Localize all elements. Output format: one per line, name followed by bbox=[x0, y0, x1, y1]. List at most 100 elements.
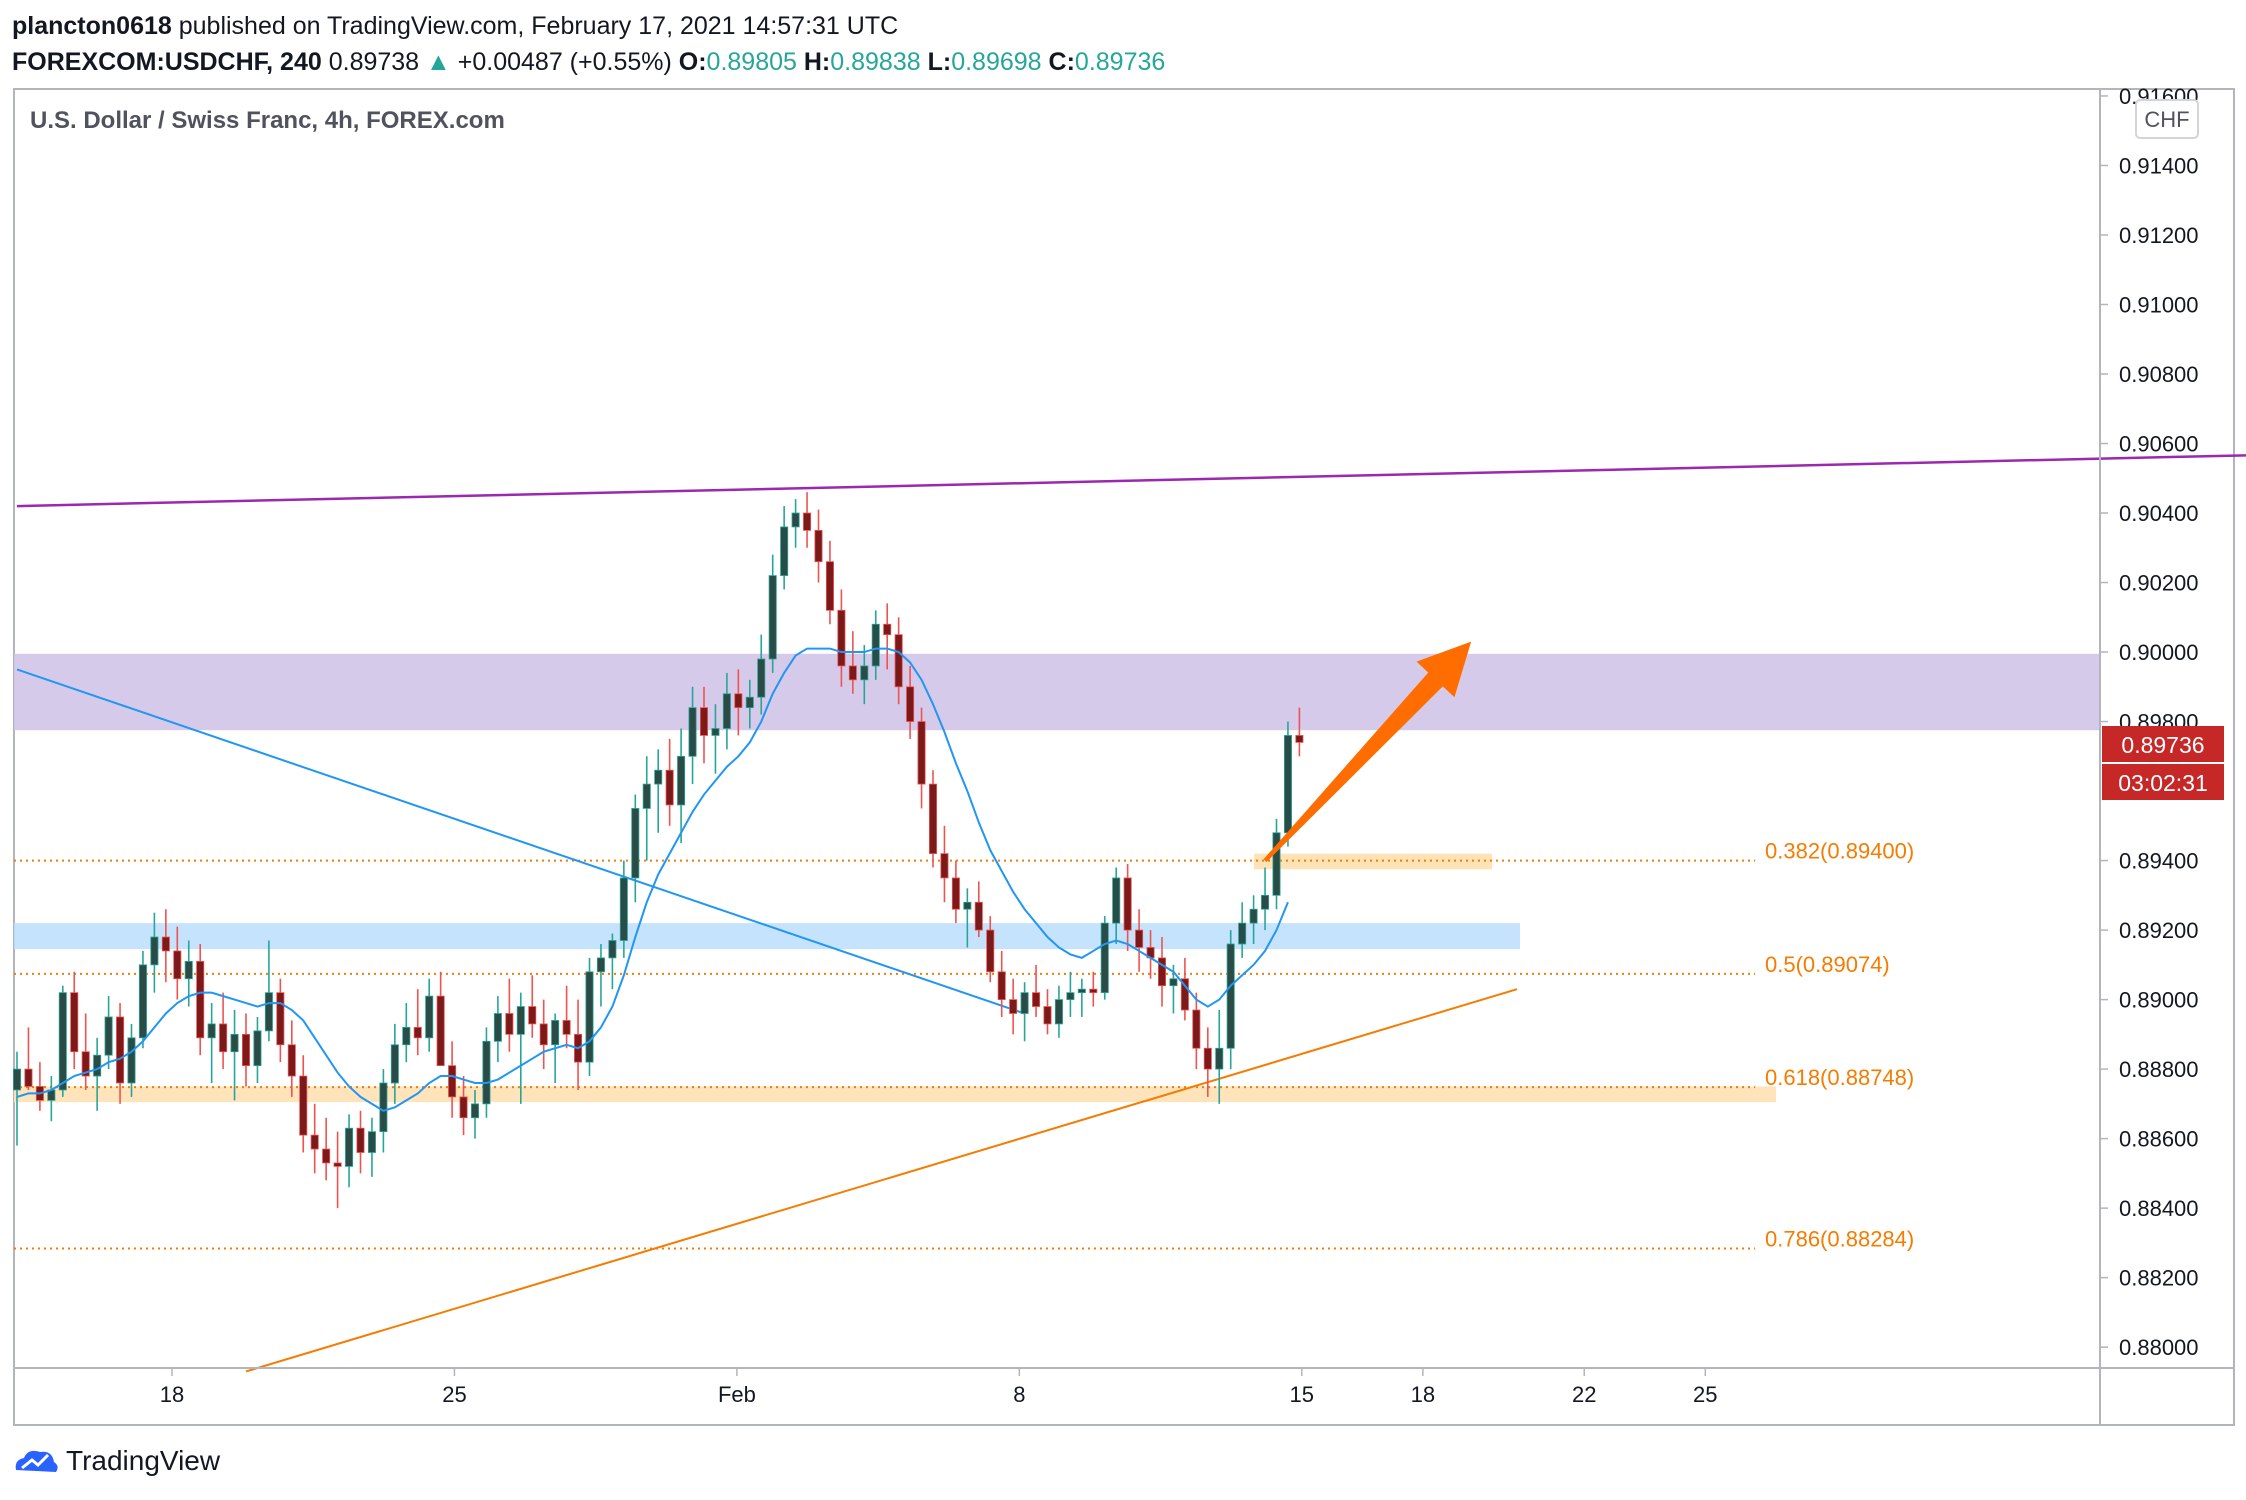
y-tick-label: 0.90400 bbox=[2119, 501, 2199, 526]
candle bbox=[1180, 957, 1189, 1021]
candle bbox=[608, 933, 617, 990]
chart-title: U.S. Dollar / Swiss Franc, 4h, FOREX.com bbox=[30, 107, 505, 134]
candle-body bbox=[562, 1020, 571, 1035]
candle-body bbox=[1089, 988, 1098, 994]
orange-trendline bbox=[245, 988, 1518, 1373]
tradingview-logo-icon bbox=[15, 1450, 58, 1472]
candle bbox=[780, 506, 789, 590]
moving-average-layer bbox=[16, 647, 1289, 1112]
candle-body bbox=[367, 1131, 376, 1153]
candle bbox=[596, 943, 605, 1007]
candle-body bbox=[803, 512, 812, 531]
candle-body bbox=[974, 901, 983, 931]
purple-trendline bbox=[16, 454, 2246, 508]
candle-body bbox=[1100, 922, 1109, 994]
candle bbox=[631, 794, 640, 903]
candle bbox=[528, 975, 537, 1038]
y-tick-label: 0.91200 bbox=[2119, 223, 2199, 248]
candle bbox=[745, 679, 754, 729]
candle-body bbox=[551, 1020, 560, 1046]
x-tick-label: Feb bbox=[718, 1382, 756, 1407]
candle bbox=[1238, 902, 1247, 958]
candle bbox=[860, 645, 869, 705]
candle-body bbox=[745, 696, 754, 709]
candle bbox=[333, 1131, 342, 1209]
symbol-line: FOREXCOM:USDCHF, 240 0.89738 ▲ +0.00487 … bbox=[12, 44, 1165, 80]
y-tick-label: 0.89000 bbox=[2119, 988, 2199, 1013]
candle bbox=[837, 589, 846, 687]
candle-body bbox=[791, 512, 800, 528]
candle bbox=[803, 492, 812, 548]
candles-layer bbox=[12, 492, 1304, 1209]
candle-body bbox=[207, 1023, 216, 1039]
y-tick-label: 0.89400 bbox=[2119, 849, 2199, 874]
brand-name: TradingView bbox=[66, 1445, 221, 1476]
candle-body bbox=[825, 561, 834, 611]
current-price-label: 0.89736 bbox=[2121, 732, 2204, 758]
candle-body bbox=[688, 707, 697, 757]
candle-body bbox=[127, 1037, 136, 1084]
candle bbox=[929, 770, 938, 868]
chart-frame bbox=[13, 88, 2235, 1426]
candle bbox=[871, 610, 880, 680]
candle-body bbox=[1009, 999, 1018, 1014]
y-tick-label: 0.88200 bbox=[2119, 1266, 2199, 1291]
footer-brand[interactable]: TradingView bbox=[12, 1445, 220, 1477]
candle bbox=[562, 985, 571, 1049]
candle bbox=[711, 704, 720, 774]
candle bbox=[207, 1003, 216, 1084]
candle-body bbox=[654, 769, 663, 785]
y-tick-label: 0.91000 bbox=[2119, 292, 2199, 317]
y-tick-label: 0.90800 bbox=[2119, 362, 2199, 387]
price-axis[interactable]: 0.916000.914000.912000.910000.908000.906… bbox=[2100, 84, 2199, 1360]
candle-body bbox=[493, 1013, 502, 1042]
candle-body bbox=[585, 971, 594, 1063]
candle bbox=[1100, 916, 1109, 1000]
candle-body bbox=[310, 1134, 319, 1150]
candle-body bbox=[219, 1023, 228, 1053]
candle-body bbox=[150, 936, 159, 966]
candle-body bbox=[70, 992, 79, 1053]
price-change: +0.00487 (+0.55%) bbox=[457, 48, 672, 76]
candle bbox=[322, 1117, 331, 1181]
time-axis[interactable]: 18 25 Feb 8 15 18 22 25 bbox=[160, 1368, 1718, 1407]
candle bbox=[1043, 989, 1052, 1035]
candle-body bbox=[1192, 1009, 1201, 1049]
candle bbox=[791, 499, 800, 548]
candle bbox=[1009, 978, 1018, 1035]
purple-resistance-zone bbox=[14, 653, 2100, 731]
candle-body bbox=[1180, 978, 1189, 1011]
candle bbox=[24, 1027, 33, 1090]
candle-body bbox=[161, 936, 170, 952]
y-tick-label: 0.88800 bbox=[2119, 1057, 2199, 1082]
candle bbox=[12, 1051, 21, 1146]
candle bbox=[642, 756, 651, 861]
candle bbox=[585, 957, 594, 1077]
candle-body bbox=[12, 1068, 21, 1091]
candle bbox=[196, 943, 205, 1056]
candle-body bbox=[58, 992, 67, 1091]
candle bbox=[894, 617, 903, 705]
blue-support-zone bbox=[14, 923, 1520, 950]
projection-arrow bbox=[1263, 641, 1472, 862]
publisher-name[interactable]: plancton0618 bbox=[12, 12, 172, 40]
candle-body bbox=[963, 901, 972, 910]
candle-body bbox=[138, 964, 147, 1039]
candle bbox=[299, 1055, 308, 1153]
symbol-label: FOREXCOM:USDCHF, 240 bbox=[12, 48, 322, 76]
candle-body bbox=[642, 783, 651, 809]
candle bbox=[413, 989, 422, 1056]
candle-body bbox=[619, 877, 628, 941]
candle bbox=[345, 1114, 354, 1188]
candle bbox=[241, 1013, 250, 1087]
candle-body bbox=[722, 693, 731, 729]
candle-body bbox=[436, 995, 445, 1067]
currency-badge: CHF bbox=[2135, 99, 2199, 139]
candle-body bbox=[871, 623, 880, 667]
close-label: C: bbox=[1048, 48, 1075, 76]
candle bbox=[906, 665, 915, 739]
candle-body bbox=[505, 1013, 514, 1035]
candle-body bbox=[837, 609, 846, 667]
x-tick-label: 22 bbox=[1572, 1382, 1596, 1407]
